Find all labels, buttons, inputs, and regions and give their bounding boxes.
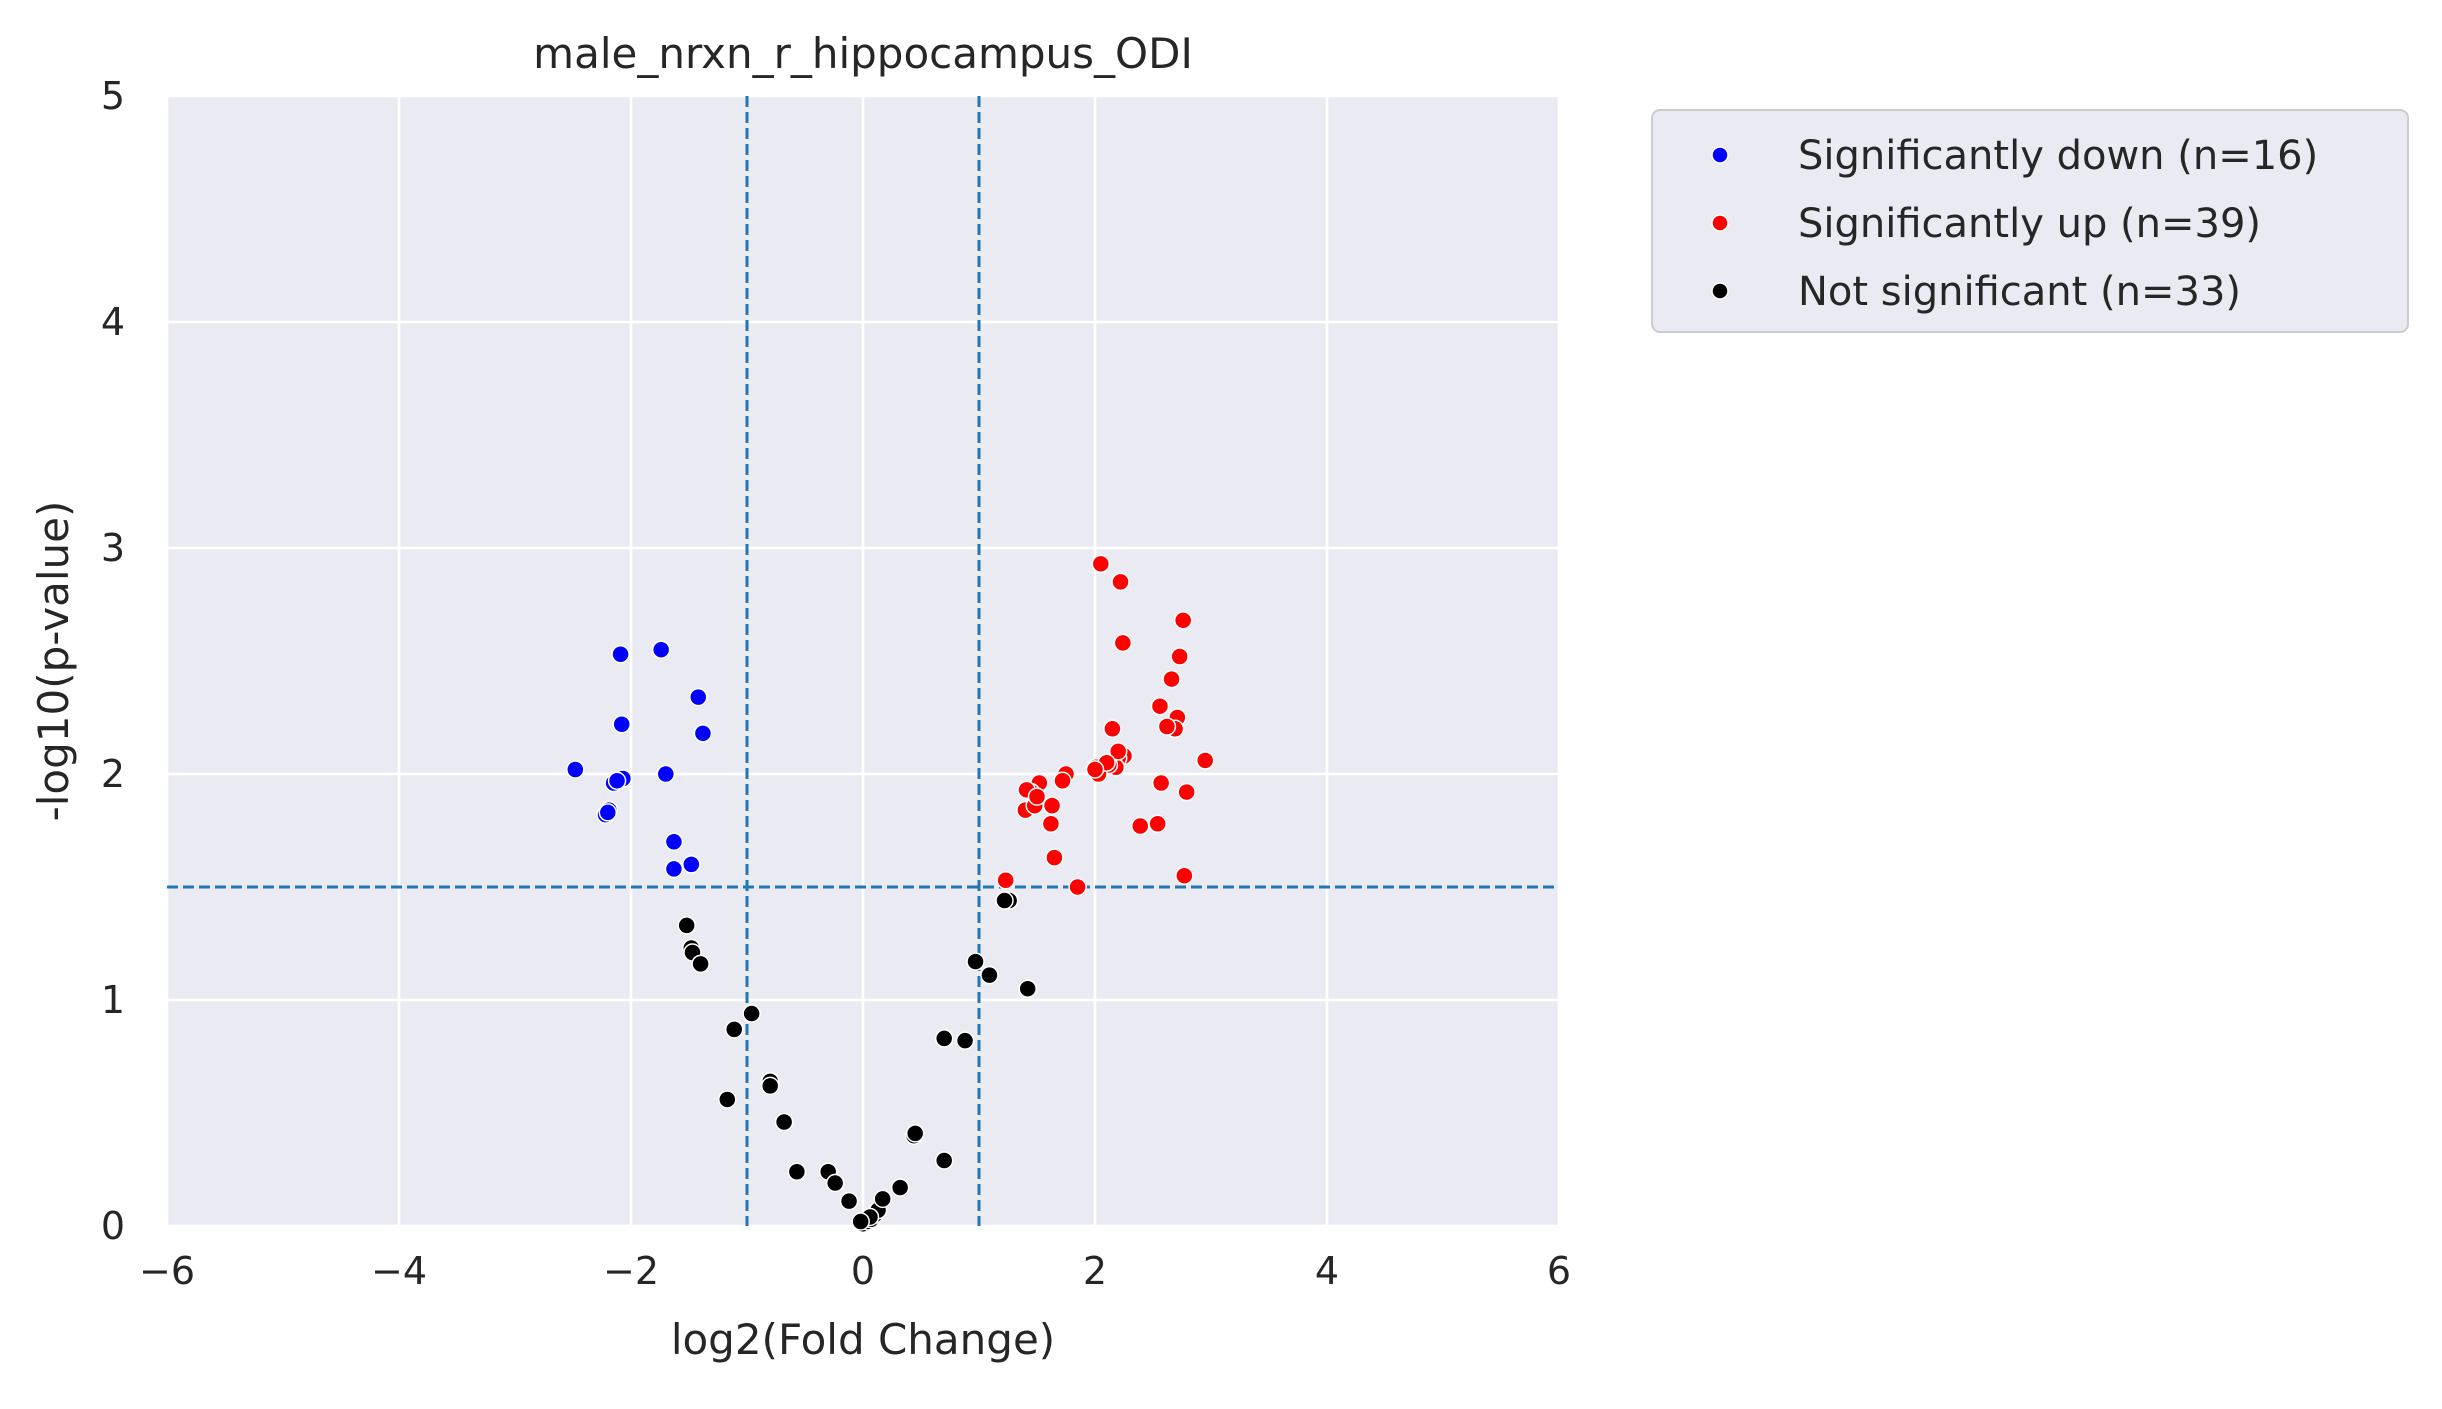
y-tick-label: 3 xyxy=(101,526,125,570)
data-point xyxy=(1111,572,1130,592)
data-point xyxy=(995,891,1014,910)
data-point xyxy=(1150,696,1170,716)
data-point xyxy=(664,859,684,879)
data-point xyxy=(1018,979,1037,998)
data-point xyxy=(677,916,696,935)
data-point xyxy=(1130,816,1150,836)
x-tick-label: −6 xyxy=(139,1249,195,1293)
data-point xyxy=(996,870,1015,890)
data-point xyxy=(1091,554,1111,574)
data-point xyxy=(1027,787,1047,806)
y-tick-label: 1 xyxy=(101,978,125,1022)
data-point xyxy=(774,1112,794,1132)
legend-entry: Significantly down (n=16) xyxy=(1711,133,2318,179)
data-point xyxy=(664,832,684,852)
data-point xyxy=(1068,877,1087,897)
data-point xyxy=(1177,782,1196,802)
data-point xyxy=(905,1124,925,1143)
data-point xyxy=(1162,669,1181,689)
y-tick-label: 4 xyxy=(101,300,125,344)
x-tick-label: −2 xyxy=(603,1249,659,1293)
data-point xyxy=(611,644,630,664)
legend-entry: Not significant (n=33) xyxy=(1711,269,2241,315)
data-point xyxy=(1108,742,1128,761)
x-tick-label: −4 xyxy=(371,1249,427,1293)
data-point xyxy=(1195,751,1215,770)
data-point xyxy=(934,1151,954,1170)
legend-marker xyxy=(1711,214,1729,232)
data-point xyxy=(598,803,618,822)
data-point xyxy=(682,855,701,874)
data-point xyxy=(787,1162,807,1182)
data-point xyxy=(693,724,713,743)
legend-label: Significantly up (n=39) xyxy=(1798,201,2261,247)
series-2-points xyxy=(677,891,1037,1233)
data-point xyxy=(1173,611,1193,630)
data-point xyxy=(1041,814,1061,833)
threshold-lines xyxy=(167,96,1559,1226)
data-point xyxy=(1085,760,1105,779)
data-point xyxy=(1175,866,1194,885)
data-point xyxy=(1113,633,1133,653)
data-point xyxy=(691,954,710,974)
data-point xyxy=(718,1090,737,1109)
data-point xyxy=(1053,771,1072,791)
data-point xyxy=(656,764,676,784)
data-point xyxy=(839,1191,859,1211)
data-point xyxy=(607,771,627,791)
x-tick-label: 4 xyxy=(1315,1249,1339,1293)
legend: Significantly down (n=16) Significantly u… xyxy=(1651,109,2409,333)
data-point xyxy=(873,1189,892,1209)
data-point xyxy=(1151,773,1171,793)
x-tick-label: 6 xyxy=(1547,1249,1571,1293)
legend-label: Significantly down (n=16) xyxy=(1798,133,2318,179)
data-point xyxy=(934,1029,954,1048)
series-0-points xyxy=(566,640,713,879)
x-axis-title: log2(Fold Change) xyxy=(671,1315,1055,1364)
data-point xyxy=(1170,647,1189,666)
data-point xyxy=(1157,717,1177,736)
legend-marker xyxy=(1711,282,1729,300)
legend-marker xyxy=(1711,146,1729,164)
y-tick-labels: 0 1 2 3 4 5 xyxy=(101,74,125,1248)
y-tick-label: 0 xyxy=(101,1204,125,1248)
x-tick-label: 0 xyxy=(851,1249,875,1293)
data-point xyxy=(566,760,585,779)
data-point xyxy=(955,1031,975,1050)
data-point xyxy=(724,1020,744,1039)
y-tick-label: 5 xyxy=(101,74,125,118)
data-point xyxy=(1103,719,1122,739)
y-axis-title: -log10(p-value) xyxy=(29,501,78,822)
legend-items: Significantly down (n=16) Significantly u… xyxy=(1711,133,2318,315)
data-point xyxy=(966,952,985,971)
data-point xyxy=(1045,848,1064,867)
chart-title: male_nrxn_r_hippocampus_ODI xyxy=(533,29,1193,78)
legend-entry: Significantly up (n=39) xyxy=(1711,201,2261,247)
data-point xyxy=(825,1173,845,1193)
data-point xyxy=(651,640,671,659)
y-tick-label: 2 xyxy=(101,752,125,796)
data-point xyxy=(760,1076,780,1096)
data-point xyxy=(1148,814,1167,833)
series-1-points xyxy=(996,554,1215,897)
x-tick-labels: −6 −4 −2 0 2 4 6 xyxy=(139,1249,1571,1293)
data-points xyxy=(566,554,1215,1233)
legend-box xyxy=(1651,109,2409,333)
data-point xyxy=(980,965,999,985)
data-point xyxy=(689,687,708,707)
data-point xyxy=(890,1178,910,1197)
data-point xyxy=(612,715,631,734)
grid-lines xyxy=(165,94,1561,1228)
data-point xyxy=(851,1212,870,1231)
x-tick-label: 2 xyxy=(1083,1249,1107,1293)
data-point xyxy=(742,1004,761,1023)
data-point xyxy=(1042,796,1062,815)
legend-label: Not significant (n=33) xyxy=(1798,269,2241,315)
